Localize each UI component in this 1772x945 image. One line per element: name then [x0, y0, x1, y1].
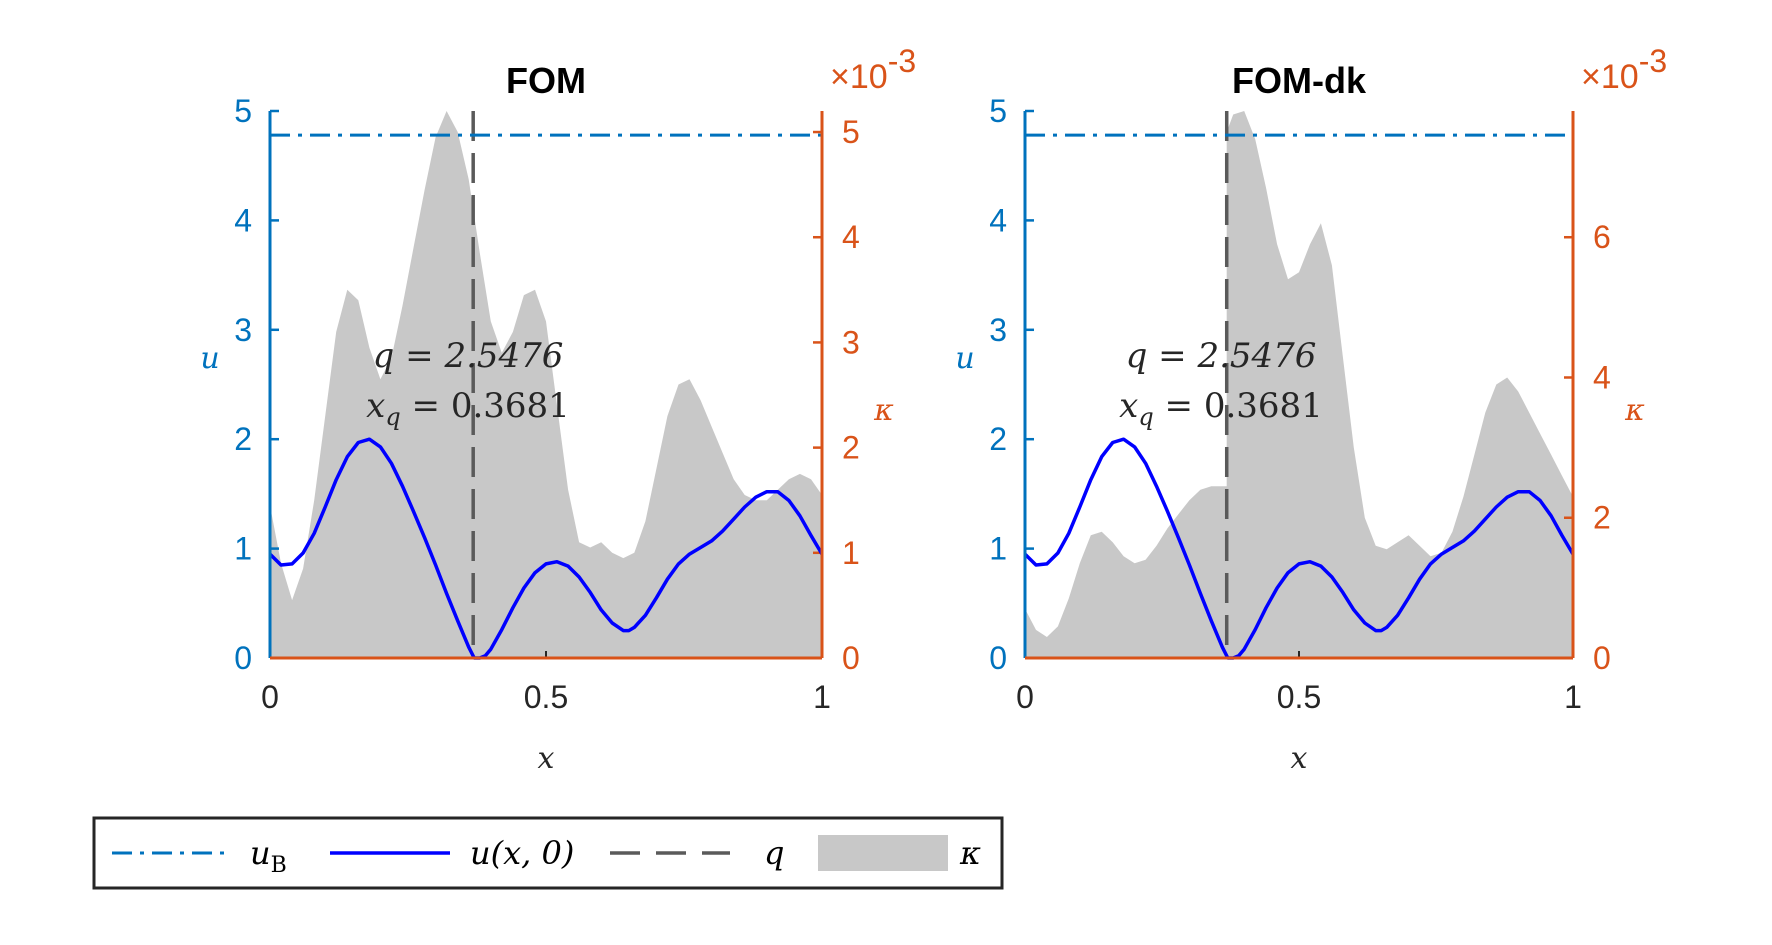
kappa-area — [1025, 111, 1573, 658]
y-left-tick-label: 4 — [234, 202, 252, 238]
y-right-tick-label: 3 — [842, 324, 860, 360]
legend-label-main: u(x, 0) — [470, 834, 574, 872]
kappa-area — [270, 111, 822, 658]
y-right-tick-label: 4 — [1593, 359, 1611, 395]
multiplier-base: ×10 — [1581, 58, 1639, 96]
y-right-tick-label: 2 — [1593, 500, 1611, 536]
x-axis-label: x — [538, 741, 555, 776]
legend-label-main: q — [764, 834, 784, 872]
annotation-q: q = 2.5476 — [373, 336, 564, 376]
legend: uB u(x, 0) q κ — [92, 816, 1004, 890]
legend-kappa-label: κ — [959, 834, 981, 872]
chart-title: FOM-dk — [1232, 60, 1367, 101]
legend-u-label: u(x, 0) — [470, 834, 574, 872]
y-left-axis-label: u — [200, 341, 219, 376]
y-left-tick-label: 3 — [989, 312, 1007, 348]
y-left-tick-label: 2 — [989, 421, 1007, 457]
legend-label-main: κ — [959, 834, 981, 872]
y-right-multiplier: ×10-3 — [1581, 43, 1667, 96]
y-left-tick-label: 2 — [234, 421, 252, 457]
x-tick-label: 0 — [261, 679, 279, 715]
chart-title: FOM — [506, 60, 586, 101]
annotation-xq-var: x — [1119, 386, 1138, 426]
x-tick-label: 0.5 — [524, 679, 568, 715]
legend-q-label: q — [764, 834, 784, 872]
annotation-xq-var: x — [366, 386, 385, 426]
y-left-tick-label: 1 — [234, 531, 252, 567]
x-tick-label: 1 — [1564, 679, 1582, 715]
y-left-tick-label: 5 — [989, 93, 1007, 129]
legend-label-sub: B — [271, 853, 287, 878]
x-tick-label: 1 — [813, 679, 831, 715]
annotation-xq-value: = 0.3681 — [401, 386, 570, 426]
legend-label-main: u — [250, 834, 271, 872]
annotation-xq-sub: q — [1138, 403, 1153, 431]
multiplier-exponent: -3 — [888, 43, 916, 79]
y-left-tick-label: 0 — [989, 640, 1007, 676]
y-right-axis-label: κ — [1624, 393, 1645, 428]
annotation-xq-sub: q — [385, 403, 400, 431]
multiplier-base: ×10 — [830, 58, 888, 96]
y-right-multiplier: ×10-3 — [830, 43, 916, 96]
y-right-tick-label: 0 — [842, 640, 860, 676]
y-left-tick-label: 0 — [234, 640, 252, 676]
x-tick-label: 0 — [1016, 679, 1034, 715]
legend-kappa-swatch — [818, 835, 948, 871]
u-line — [268, 437, 824, 660]
y-right-tick-label: 4 — [842, 219, 860, 255]
u-line — [1023, 437, 1575, 660]
legend-uB-label: uB — [250, 834, 287, 878]
x-axis-label: x — [1291, 741, 1308, 776]
y-right-tick-label: 0 — [1593, 640, 1611, 676]
y-right-tick-label: 6 — [1593, 219, 1611, 255]
annotation-xq: xq = 0.3681 — [1119, 386, 1323, 431]
y-left-tick-label: 4 — [989, 202, 1007, 238]
annotation-xq-value: = 0.3681 — [1154, 386, 1323, 426]
y-right-tick-label: 1 — [842, 535, 860, 571]
y-left-tick-label: 5 — [234, 93, 252, 129]
y-left-tick-label: 1 — [989, 531, 1007, 567]
y-left-axis-label: u — [955, 341, 974, 376]
y-left-tick-label: 3 — [234, 312, 252, 348]
annotation-q: q = 2.5476 — [1126, 336, 1317, 376]
multiplier-exponent: -3 — [1639, 43, 1667, 79]
annotation-xq: xq = 0.3681 — [366, 386, 570, 431]
x-tick-label: 0.5 — [1277, 679, 1321, 715]
y-right-tick-label: 5 — [842, 114, 860, 150]
y-right-axis-label: κ — [873, 393, 894, 428]
y-right-tick-label: 2 — [842, 430, 860, 466]
